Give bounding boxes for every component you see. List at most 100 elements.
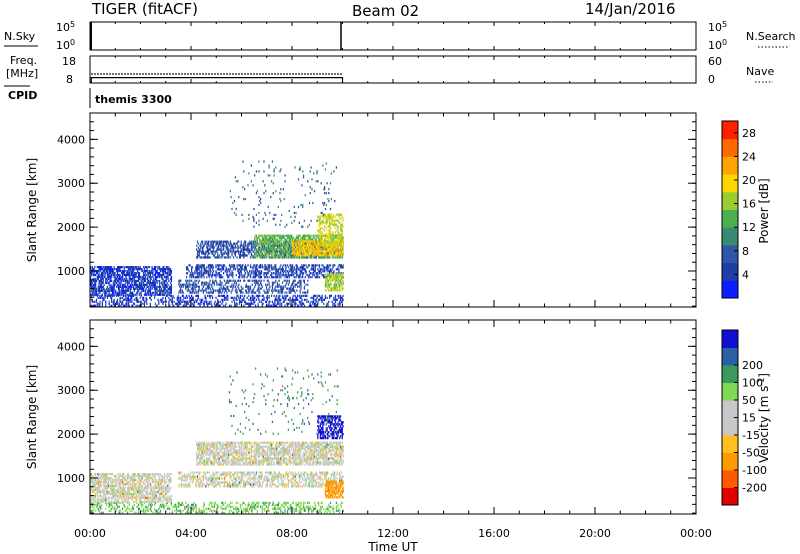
power-cell: [153, 281, 155, 285]
power-cell: [253, 217, 255, 220]
power-cell: [268, 300, 270, 303]
power-cell: [310, 300, 312, 303]
power-cell: [265, 256, 268, 259]
power-cell: [143, 304, 146, 307]
power-cell: [161, 269, 163, 273]
power-cell: [97, 277, 99, 281]
power-cell: [314, 234, 316, 237]
power-cell: [252, 294, 254, 297]
power-cell: [268, 264, 270, 267]
power-cell: [287, 234, 290, 237]
power-cell: [226, 285, 228, 288]
power-cell: [339, 244, 342, 247]
power-cell: [314, 254, 316, 257]
power-cell: [137, 275, 139, 279]
power-cell: [332, 250, 334, 253]
power-cell: [101, 285, 104, 288]
power-cell: [243, 256, 245, 259]
power-cell: [247, 287, 249, 290]
power-cell: [314, 298, 316, 301]
power-cell: [268, 289, 270, 292]
power-cell: [296, 234, 298, 237]
power-cell: [264, 250, 266, 253]
power-cell: [231, 250, 233, 253]
power-cell: [198, 287, 200, 290]
power-cell: [122, 291, 125, 294]
power-cell: [170, 294, 173, 297]
noise-tick-left-top: 105: [56, 20, 75, 35]
power-cell: [122, 285, 125, 288]
power-cell: [318, 235, 320, 238]
power-cell: [203, 252, 205, 255]
power-cell: [147, 269, 149, 273]
power-cell: [325, 250, 327, 253]
power-cell: [286, 244, 288, 247]
power-cell: [295, 250, 297, 253]
power-cell: [300, 287, 302, 290]
power-cell: [316, 294, 318, 297]
power-cell: [108, 277, 110, 281]
power-cell: [134, 281, 136, 285]
power-cell: [100, 279, 103, 283]
power-cell: [224, 283, 226, 286]
power-cell: [212, 250, 214, 253]
power-cell: [276, 254, 278, 257]
power-cell: [300, 248, 302, 251]
power-cell: [307, 254, 310, 257]
power-cell: [296, 252, 298, 255]
power-cell: [271, 244, 274, 247]
power-cell: [316, 272, 318, 275]
power-cell: [188, 264, 190, 267]
power-cell: [324, 285, 327, 288]
power-cell: [325, 289, 327, 292]
power-cell: [232, 244, 234, 247]
power-cell: [330, 287, 332, 290]
power-cell: [304, 268, 306, 271]
power-cell: [129, 266, 131, 269]
power-cell: [254, 266, 257, 269]
power-cell: [121, 287, 124, 290]
power-cell: [196, 244, 198, 247]
power-cell: [264, 240, 266, 243]
power-cell: [303, 252, 306, 255]
power-cell: [261, 302, 263, 305]
power-cell: [204, 294, 206, 297]
power-cell: [257, 236, 259, 239]
power-cell: [242, 254, 244, 257]
power-cell: [219, 300, 221, 303]
power-cell: [229, 256, 231, 259]
power-cell: [334, 225, 336, 228]
power-cell: [286, 254, 288, 257]
power-cell: [153, 273, 156, 277]
power-cell: [226, 294, 228, 297]
power-cell: [258, 242, 260, 245]
power-cell: [214, 240, 216, 243]
power-cell: [212, 274, 214, 277]
power-cell: [254, 246, 257, 249]
power-cell: [125, 285, 127, 288]
power-cell: [311, 264, 313, 267]
power-cell: [186, 289, 189, 292]
power-cell: [139, 296, 141, 299]
power-cell: [310, 272, 312, 275]
power-cell: [340, 252, 343, 255]
power-cell: [114, 289, 116, 292]
power-cell: [155, 277, 157, 281]
power-cell: [342, 283, 344, 286]
power-cell: [334, 273, 337, 276]
power-cell: [293, 248, 295, 251]
power-cell: [302, 291, 304, 294]
power-cell: [329, 283, 331, 286]
power-cell: [259, 248, 261, 251]
power-cell: [254, 272, 256, 275]
power-cell: [112, 293, 114, 296]
power-cell: [156, 281, 158, 285]
power-cell: [114, 279, 116, 283]
power-cell: [185, 304, 187, 307]
power-cell: [190, 274, 192, 277]
power-cell: [308, 250, 311, 253]
power-cell: [256, 254, 258, 257]
power-cell: [329, 221, 332, 224]
power-ytick-label: 4000: [57, 133, 85, 146]
power-cell: [329, 273, 332, 276]
